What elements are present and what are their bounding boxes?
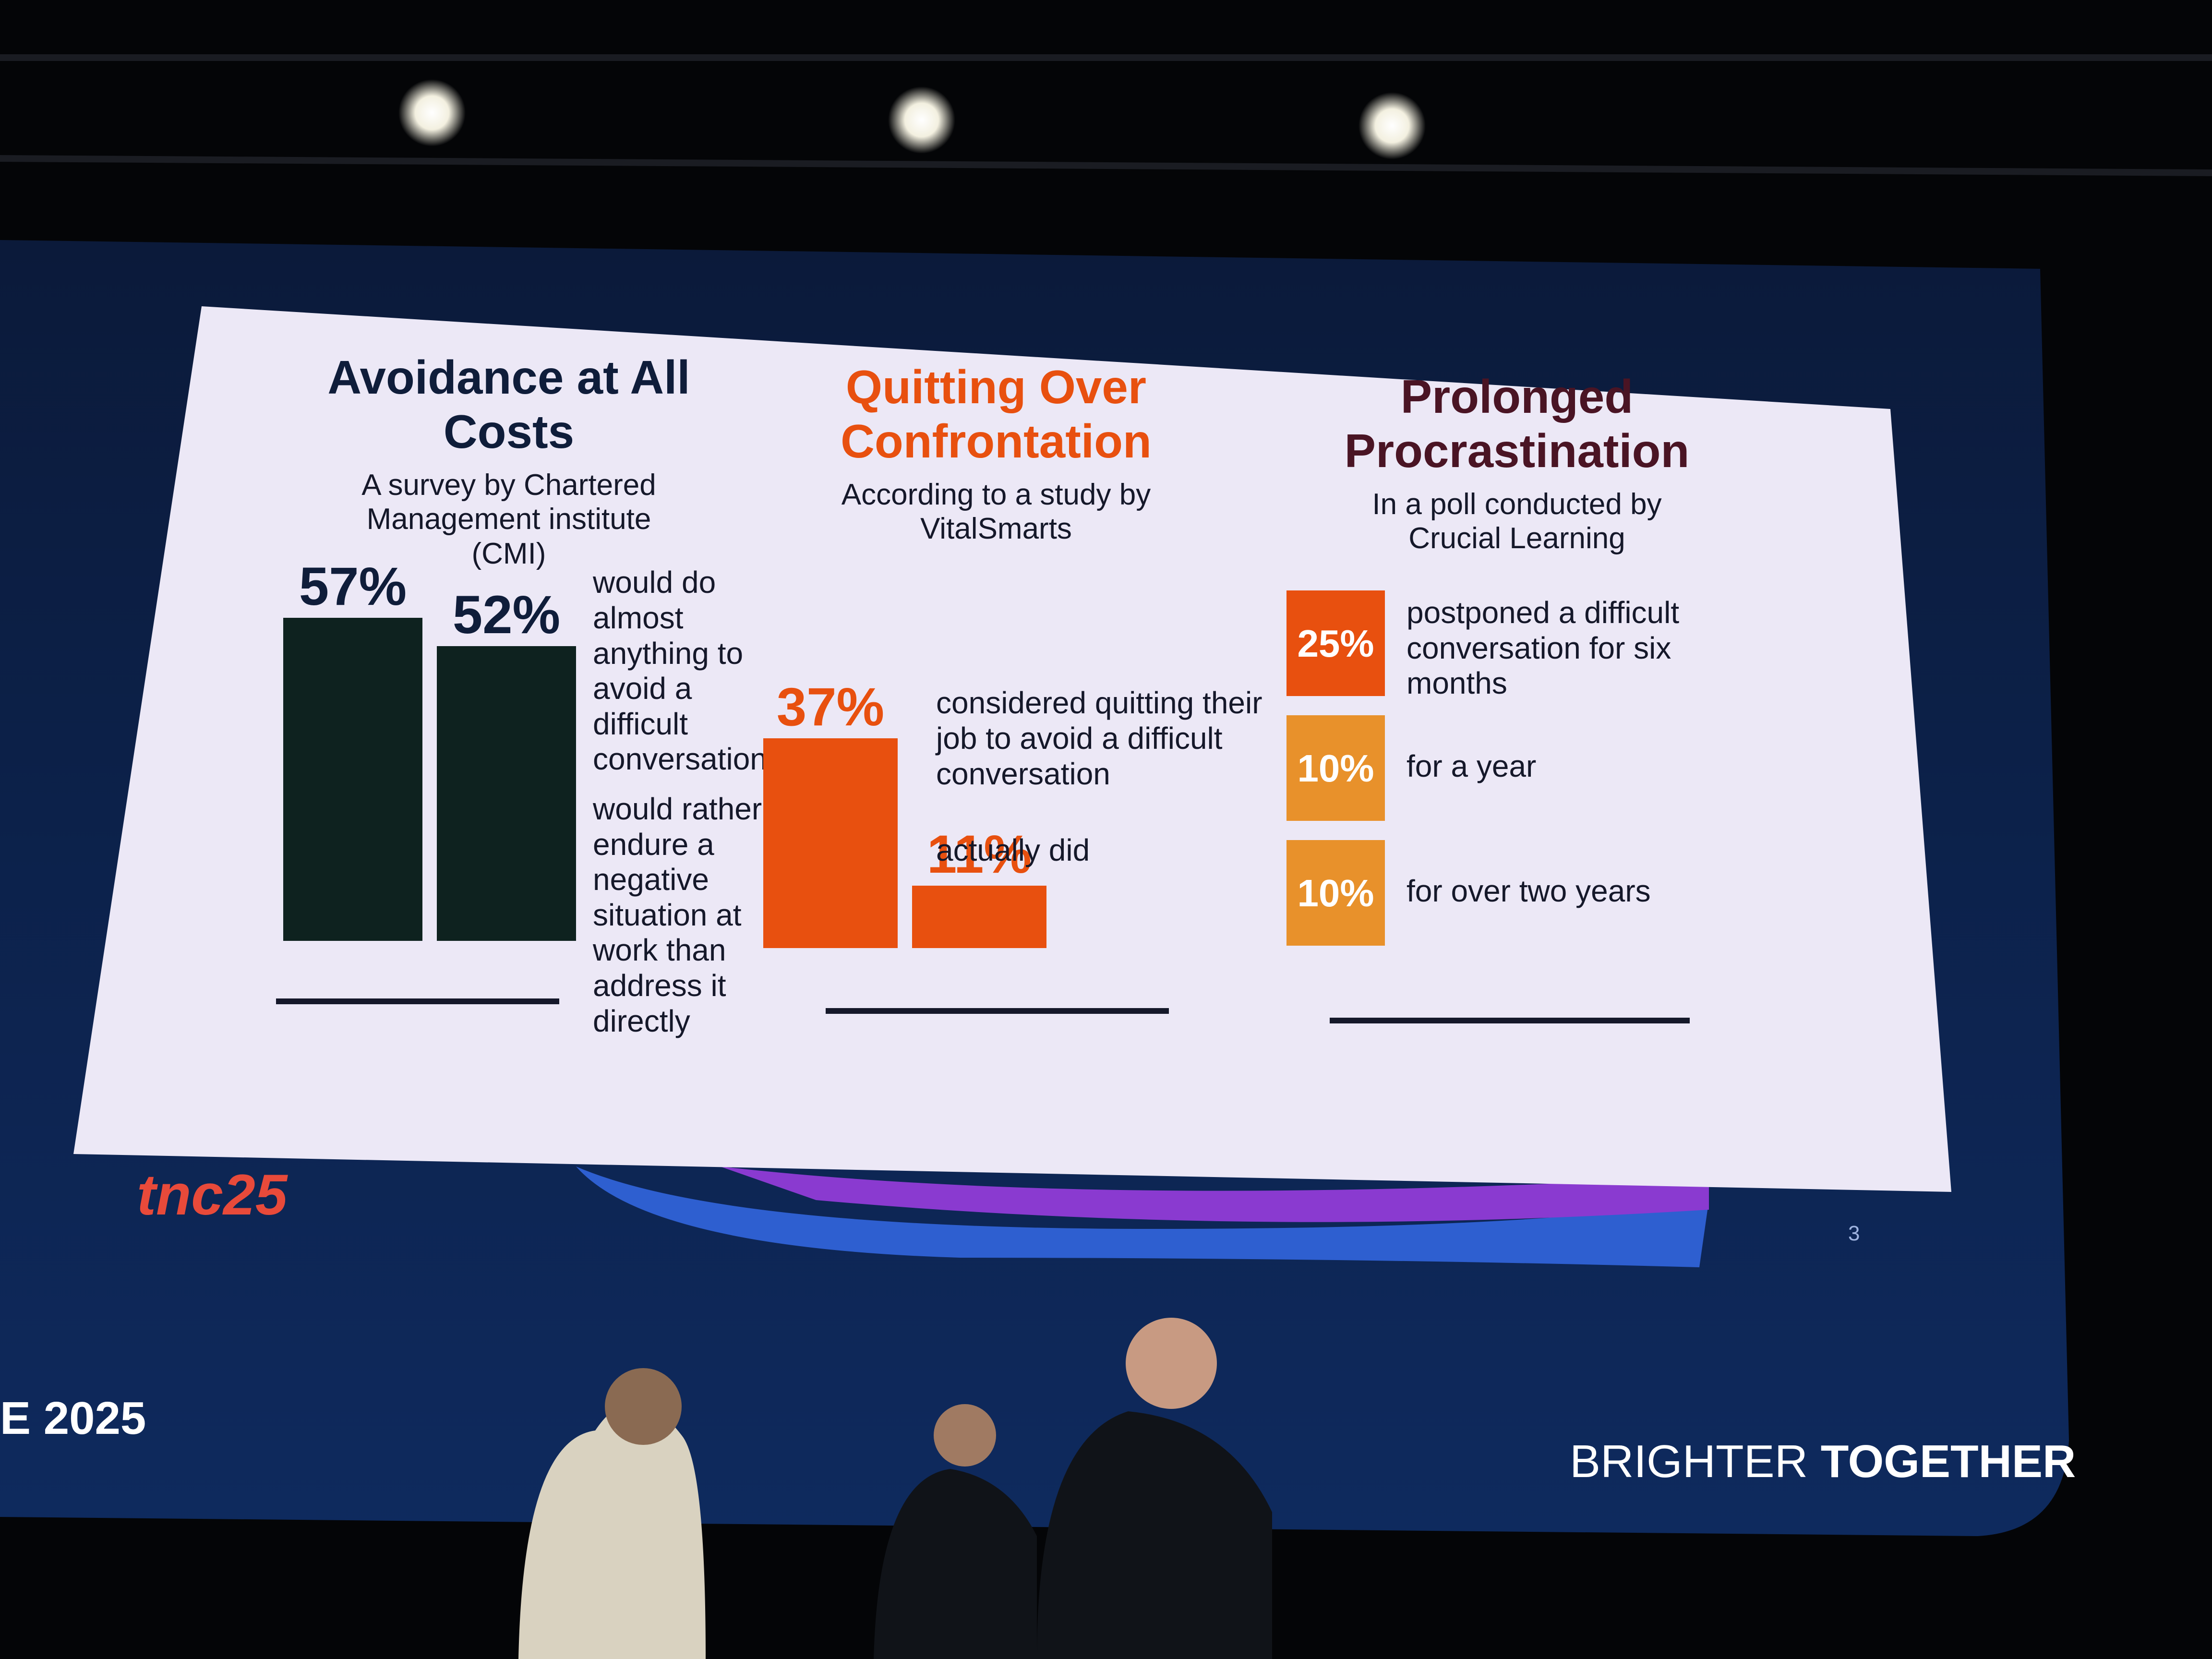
bar — [912, 886, 1046, 948]
rule — [1330, 1018, 1690, 1023]
page-number: 3 — [1848, 1222, 1860, 1245]
category-label: for a year — [1407, 749, 1537, 783]
tile: 10% — [1286, 840, 1385, 946]
speakers — [518, 1318, 1272, 1659]
value-label: 37% — [776, 677, 885, 737]
rule — [826, 1008, 1169, 1014]
chart-subtitle: According to a study by VitalSmarts — [841, 478, 1151, 546]
slide — [73, 306, 1951, 1192]
bar — [283, 618, 422, 941]
wave — [720, 1166, 1709, 1222]
bar — [437, 646, 576, 941]
logo: tnc25 — [137, 1163, 288, 1227]
chart-title: Quitting Over Confrontation — [841, 361, 1152, 468]
category-label: for over two years — [1407, 874, 1651, 908]
value-label: 25% — [1297, 622, 1374, 665]
category-label: would rather endure a negative situation… — [593, 792, 762, 1038]
category-label: would do almost anything to avoid a diff… — [593, 565, 767, 777]
category-label: actually did — [936, 833, 1090, 868]
category-label: postponed a difficult conversation for s… — [1407, 595, 1680, 701]
chart-title: Prolonged Procrastination — [1344, 370, 1690, 477]
bar — [763, 738, 898, 948]
rule — [276, 998, 559, 1004]
event-name: E 2025 — [0, 1393, 146, 1444]
value-label: 10% — [1297, 872, 1374, 914]
tile: 25% — [1286, 590, 1385, 696]
truss — [0, 54, 2212, 176]
value-label: 52% — [452, 585, 561, 645]
tagline-bold: TOGETHER — [1820, 1436, 2076, 1487]
chart-subtitle: In a poll conducted by Crucial Learning — [1372, 488, 1662, 555]
value-label: 57% — [299, 556, 407, 617]
wave — [576, 1166, 1709, 1267]
stage-light — [1358, 92, 1426, 159]
value-label: 10% — [1297, 747, 1374, 790]
category-label: considered quitting their job to avoid a… — [936, 685, 1262, 791]
stage-light — [888, 86, 955, 154]
tile: 10% — [1286, 715, 1385, 821]
value-label: 11% — [927, 824, 1032, 885]
stage-light — [398, 79, 466, 146]
tagline: BRIGHTER TOGETHER — [1570, 1435, 2076, 1488]
chart-subtitle: A survey by Chartered Management institu… — [361, 469, 656, 570]
tagline-light: BRIGHTER — [1570, 1436, 1808, 1487]
chart-title: Avoidance at All Costs — [327, 351, 690, 458]
